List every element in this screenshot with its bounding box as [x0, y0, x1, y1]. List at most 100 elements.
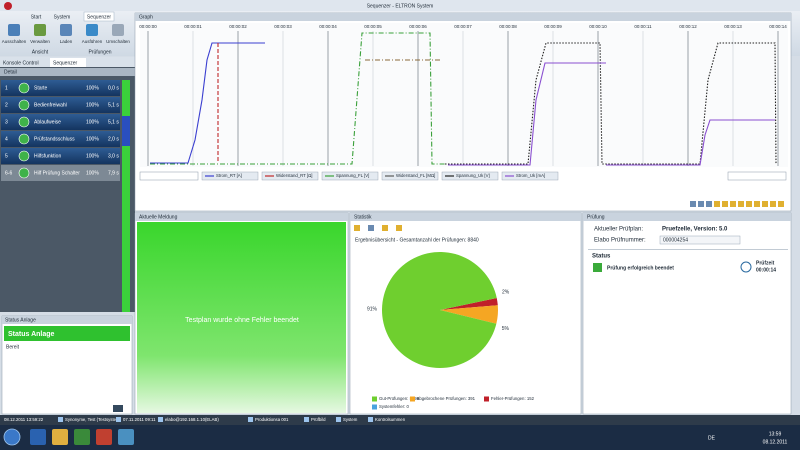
legend-item[interactable] [441, 171, 499, 181]
toolbar-icon[interactable] [698, 201, 704, 207]
detail-header [0, 68, 135, 76]
status-banner [4, 326, 130, 341]
ribbon-icon[interactable] [8, 24, 20, 36]
sequence-row[interactable] [1, 165, 120, 181]
ribbon-tab[interactable]: Start [31, 14, 42, 20]
toolbar-icon[interactable] [382, 225, 388, 231]
taskbar-app[interactable] [96, 429, 112, 445]
clock-time: 13:59 [769, 431, 782, 437]
sequence-row[interactable] [1, 80, 120, 96]
separator [588, 249, 788, 250]
active-tab [50, 58, 86, 67]
sequence-row[interactable] [1, 148, 120, 164]
legend-label: Fehler-Prüfungen: 152 [491, 396, 535, 401]
time-label: 00:00:02 [229, 24, 247, 29]
legend-swatch [372, 404, 377, 410]
row-icon [18, 82, 30, 94]
toolbar-icon[interactable] [770, 201, 776, 207]
toolbar-icon[interactable] [754, 201, 760, 207]
legend-label: Widerstand_RT [Ω] [276, 173, 313, 178]
taskbar-app[interactable] [118, 429, 134, 445]
toolbar-icon[interactable] [396, 225, 402, 231]
toolbar-icon[interactable] [714, 201, 720, 207]
time-label: 00:00:10 [589, 24, 607, 29]
toolbar-icon[interactable] [746, 201, 752, 207]
g: 2% 5% 91% [367, 252, 510, 369]
ribbon-icon[interactable] [34, 24, 46, 36]
status-icon [248, 417, 253, 422]
detail-title: Detail [4, 69, 17, 75]
status-icon[interactable] [113, 405, 123, 412]
ribbon-tab[interactable]: System [54, 14, 71, 20]
status-item: elabo@192.168.1.10(ELAB) [165, 417, 219, 422]
toolbar-icon[interactable] [722, 201, 728, 207]
title-bar [0, 0, 800, 11]
toolbar-icon[interactable] [730, 201, 736, 207]
legend-swatch [372, 396, 377, 402]
row-icon [18, 150, 30, 162]
sequence-row[interactable] [1, 114, 120, 130]
panel-header [583, 213, 791, 221]
toolbar-icon[interactable] [778, 201, 784, 207]
legend-label: Strom_Uk [mA] [516, 173, 545, 178]
toolbar-icon[interactable] [738, 201, 744, 207]
legend-item[interactable] [261, 171, 319, 181]
legend-label: abgebrochene Prüfungen: 391 [417, 396, 476, 401]
time-label: 00:00:09 [544, 24, 562, 29]
panel-header [350, 213, 581, 221]
toolbar-icon[interactable] [354, 225, 360, 231]
row-index: 1 [5, 85, 8, 91]
legend-label: Systemfehler: 0 [379, 404, 409, 409]
panel-tab[interactable]: Sequenzer [53, 60, 78, 66]
legend-label: Strom_RT [A] [216, 173, 242, 178]
row-icon [18, 116, 30, 128]
panel-tab[interactable]: Konsole Control [3, 60, 39, 66]
status-heading: Status [592, 254, 611, 260]
taskbar-app[interactable] [74, 429, 90, 445]
toolbar-icon[interactable] [690, 201, 696, 207]
language[interactable]: DE [708, 435, 716, 441]
panel-title: Aktuelle Meldung [139, 214, 178, 220]
ribbon-icon[interactable] [60, 24, 72, 36]
row-index: 6-6 [5, 170, 12, 176]
legend-item[interactable] [201, 171, 259, 181]
sequence-row[interactable] [1, 131, 120, 147]
clock-icon [740, 261, 752, 273]
combo-box[interactable] [727, 171, 787, 181]
start-button[interactable] [3, 428, 21, 446]
toolbar-icon[interactable] [368, 225, 374, 231]
ribbon-button[interactable]: Ausschalten [2, 39, 27, 44]
legend-item[interactable] [381, 171, 439, 181]
sequence-row[interactable] [1, 97, 120, 113]
ribbon-button[interactable]: Umschalten [106, 39, 130, 44]
ribbon-icon[interactable] [112, 24, 124, 36]
time-label: 00:00:01 [184, 24, 202, 29]
combo-box[interactable] [139, 171, 199, 181]
legend-item[interactable] [321, 171, 379, 181]
ribbon-icon[interactable] [86, 24, 98, 36]
ribbon-button[interactable]: Laden [60, 39, 73, 44]
taskbar-app[interactable] [52, 429, 68, 445]
ribbon-button[interactable]: Verwalten [30, 39, 50, 44]
toolbar-icon[interactable] [762, 201, 768, 207]
message-text: Testplan wurde ohne Fehler beendet [185, 317, 299, 324]
taskbar-app[interactable] [30, 429, 46, 445]
status-icon [58, 417, 63, 422]
legend-label: Spannung_Uk [V] [456, 173, 490, 178]
row-name: Hilfsfunktion [34, 153, 61, 159]
status-icon [368, 417, 373, 422]
row-time: 5,1 s [108, 119, 119, 125]
toolbar-icon[interactable] [706, 201, 712, 207]
field-value: 000004254 [663, 237, 688, 243]
pie-label: 2% [502, 289, 510, 295]
legend-item[interactable] [501, 171, 559, 181]
row-index: 2 [5, 102, 8, 108]
row-time: 5,1 s [108, 102, 119, 108]
status-item: Kontrolsummen [375, 417, 406, 422]
row-progress: 100% [86, 102, 99, 108]
time-label: 00:00:03 [274, 24, 292, 29]
time-label: 00:00:07 [454, 24, 472, 29]
ribbon-button[interactable]: Ausführen [82, 39, 103, 44]
ribbon-tab[interactable]: Sequenzer [87, 14, 112, 20]
